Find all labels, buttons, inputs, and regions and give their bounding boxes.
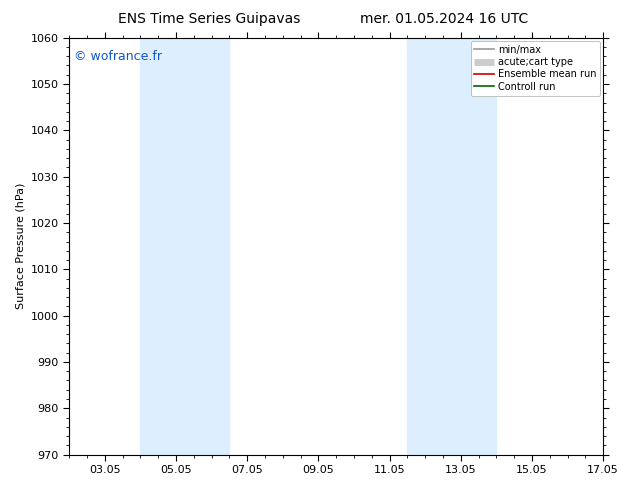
Bar	[140, 38, 230, 455]
Bar	[407, 38, 496, 455]
Text: © wofrance.fr: © wofrance.fr	[74, 50, 162, 63]
Y-axis label: Surface Pressure (hPa): Surface Pressure (hPa)	[15, 183, 25, 309]
Text: mer. 01.05.2024 16 UTC: mer. 01.05.2024 16 UTC	[359, 12, 528, 26]
Text: ENS Time Series Guipavas: ENS Time Series Guipavas	[118, 12, 301, 26]
Legend: min/max, acute;cart type, Ensemble mean run, Controll run: min/max, acute;cart type, Ensemble mean …	[470, 41, 600, 96]
